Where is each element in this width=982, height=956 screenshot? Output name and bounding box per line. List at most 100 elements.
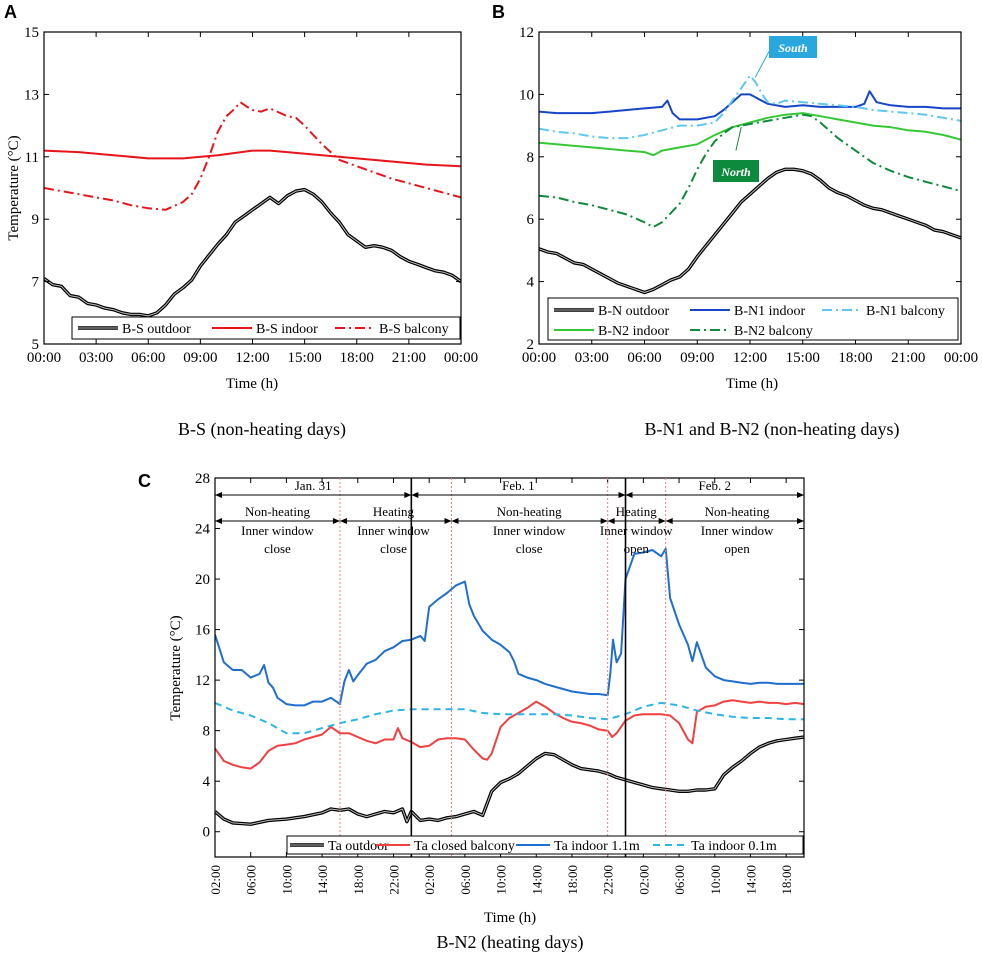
x-tick-label: 09:00 [183,350,217,366]
x-tick-label: 09:00 [680,350,714,366]
panel-label: A [4,2,17,22]
legend-label: Ta indoor 1.1m [554,839,640,854]
x-tick-label: 21:00 [891,350,925,366]
annotation-south: South [778,41,808,55]
x-tick-label: 14:00 [315,865,330,895]
y-axis-label: Temperature (°C) [6,135,22,240]
panel-caption: B-N1 and B-N2 (non-heating days) [645,419,900,440]
x-tick-label: 18:00 [779,865,794,895]
panel-caption: B-S (non-heating days) [178,419,346,440]
y-tick-label: 20 [195,572,210,588]
x-tick-label: 10:00 [279,865,294,895]
x-tick-label: 00:00 [27,350,61,366]
y-tick-label: 9 [32,212,40,228]
plot-frame [43,31,462,345]
period-label: Heating [373,504,415,519]
y-tick-label: 6 [527,212,535,228]
period-arrow-head [339,518,347,524]
series-line-ta-outdoor [215,736,804,825]
y-tick-label: 16 [195,623,211,639]
period-arrow-head [215,518,222,524]
period-arrow-head [658,518,666,524]
annotation-pointer [735,127,742,151]
x-tick-label: 10:00 [494,865,509,895]
legend-label: B-N1 indoor [734,304,806,319]
x-tick-label: 18:00 [351,865,366,895]
annotation-north: North [720,165,751,179]
period-label: open [624,541,650,556]
period-label: Heating [616,504,658,519]
x-tick-label: 18:00 [565,865,580,895]
series-line-b-n2-balcony [539,113,961,228]
legend-label: B-S indoor [256,322,318,337]
day-arrow-head [618,492,626,498]
panel-a: 5 7 9 11 13 15 00:00 03:00 06:00 09:00 12:00 15:00 1… [4,2,478,440]
y-tick-label: 5 [32,337,40,353]
period-label: Inner window [701,523,774,538]
legend-label: B-N1 balcony [866,304,945,319]
period-arrow-head [332,518,340,524]
period-label: close [516,541,543,556]
y-tick-label: 2 [527,337,535,353]
x-tick-label: 02:00 [208,865,223,895]
x-tick-label: 03:00 [79,350,113,366]
period-arrow-head [444,518,452,524]
x-tick-label: 06:00 [458,865,473,895]
day-arrow-head [625,492,633,498]
period-label: Non-heating [245,504,310,519]
y-tick-label: 8 [203,724,211,740]
x-tick-label: 02:00 [422,865,437,895]
y-tick-label: 12 [195,673,210,689]
x-tick-label: 03:00 [575,350,609,366]
period-label: Non-heating [705,504,770,519]
series-line-ta-indoor-1-1m [215,547,804,707]
y-tick-label: 15 [24,25,39,41]
series-line-b-s-indoor [44,149,461,168]
y-tick-label: 0 [203,825,211,841]
x-tick-label: 15:00 [288,350,322,366]
annotation-pointer [754,47,772,78]
plot-frame [214,477,805,858]
legend-box [71,316,461,340]
x-tick-label: 06:00 [244,865,259,895]
series-line-b-n-outdoor [539,168,961,293]
x-tick-label: 22:00 [601,865,616,895]
x-tick-label: 12:00 [733,350,767,366]
plot-frame [538,31,962,345]
y-tick-label: 24 [195,522,211,538]
series-line-ta-outdoor-outline [215,735,804,826]
x-tick-label: 22:00 [386,865,401,895]
period-label: Inner window [241,523,314,538]
legend-label: B-N2 indoor [598,324,670,339]
series-line-ta-indoor-0-1m [215,701,804,735]
x-tick-label: 06:00 [672,865,687,895]
legend-label: B-N2 balcony [734,324,813,339]
y-tick-label: 28 [195,471,210,487]
x-tick-label: 15:00 [786,350,820,366]
x-tick-label: 06:00 [131,350,165,366]
series-line-b-s-outdoor-outline [44,187,461,318]
x-tick-label: 14:00 [529,865,544,895]
x-tick-label: 12:00 [235,350,269,366]
annotation-south-box [769,36,817,58]
period-arrow-head [665,518,673,524]
x-tick-label: 21:00 [392,350,426,366]
x-tick-label: 10:00 [708,865,723,895]
day-arrow-head [215,492,222,498]
series-line-b-n1-indoor [539,90,961,121]
day-arrow-head [411,492,419,498]
period-arrow-head [797,518,804,524]
series-line-ta-closed-balcony [215,699,804,770]
day-arrow-head [404,492,412,498]
day-arrow-head [797,492,804,498]
series-line-b-n1-balcony [539,74,961,140]
period-arrow-head [600,518,608,524]
period-label: Inner window [600,523,673,538]
series-line-b-s-balcony [44,101,461,211]
x-tick-label: 00:00 [444,350,478,366]
y-axis-label: Temperature (°C) [168,615,184,720]
x-axis-label: Time (h) [726,376,778,392]
legend-label: B-N outdoor [598,304,670,319]
y-tick-label: 4 [203,774,211,790]
